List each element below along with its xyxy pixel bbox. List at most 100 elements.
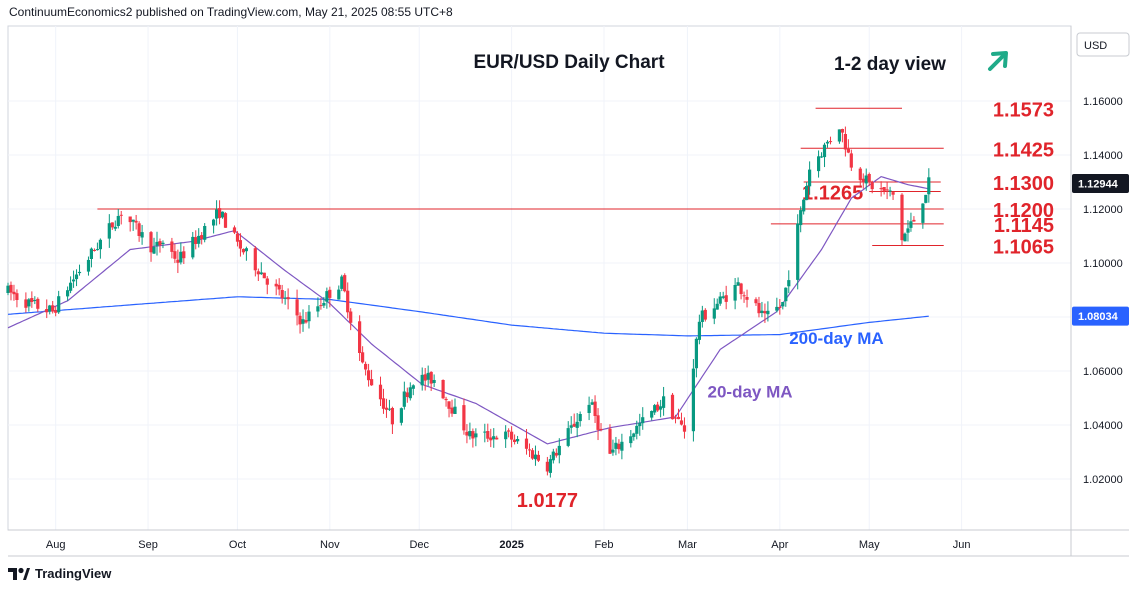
candle xyxy=(697,314,701,345)
y-tick-label: 1.02000 xyxy=(1083,474,1123,486)
candle xyxy=(504,425,508,448)
candle xyxy=(742,291,746,303)
candle xyxy=(179,242,183,265)
candle xyxy=(203,223,207,243)
tradingview-footer[interactable]: TradingView xyxy=(8,566,111,581)
candle xyxy=(843,126,847,157)
candle xyxy=(378,376,383,407)
candle xyxy=(367,363,371,387)
candle xyxy=(867,172,871,187)
candle xyxy=(566,421,570,448)
candle xyxy=(137,221,141,242)
candle xyxy=(819,152,824,158)
candle xyxy=(450,399,454,417)
candle xyxy=(682,417,687,439)
candle xyxy=(74,269,79,287)
candle xyxy=(578,411,582,427)
candle xyxy=(879,181,883,197)
candle xyxy=(161,240,165,249)
candle xyxy=(808,161,812,195)
ma20-series xyxy=(7,175,929,445)
candle xyxy=(77,264,82,276)
ma200-price-label: 1.08034 xyxy=(1078,311,1119,323)
x-tick-label: Feb xyxy=(595,539,614,551)
candle xyxy=(30,291,34,308)
candle xyxy=(912,216,916,222)
candle xyxy=(679,412,684,426)
ma20-line xyxy=(7,175,929,445)
candle xyxy=(411,384,415,396)
candle xyxy=(524,428,529,455)
support-resistance-levels: 1.1573 1.1425 1.1300 1.1265 1.12001.11451.10… xyxy=(97,99,1054,258)
candle xyxy=(596,408,600,441)
candle xyxy=(572,413,576,428)
candle xyxy=(885,181,889,200)
ma200-line xyxy=(7,296,929,337)
candle xyxy=(107,214,111,248)
candle xyxy=(370,369,374,386)
candle xyxy=(149,230,153,262)
candle xyxy=(420,367,424,391)
candle xyxy=(6,282,10,296)
candle xyxy=(659,399,663,418)
candle xyxy=(754,297,758,306)
candle xyxy=(828,136,833,145)
y-tick-label: 1.06000 xyxy=(1083,366,1123,378)
candle xyxy=(423,367,427,391)
candle xyxy=(471,428,475,448)
candle xyxy=(721,291,725,300)
candle xyxy=(805,181,809,201)
candle xyxy=(54,306,58,317)
y-tick-label: 1.10000 xyxy=(1083,258,1123,270)
tradingview-logo-icon xyxy=(8,567,30,580)
y-tick-label: 1.12000 xyxy=(1083,204,1123,216)
candle xyxy=(265,276,269,295)
candle xyxy=(72,270,76,288)
candle xyxy=(587,396,591,421)
candle xyxy=(116,208,120,229)
candle xyxy=(131,219,135,231)
tradingview-brand: TradingView xyxy=(35,566,112,581)
candle xyxy=(641,407,645,430)
candle xyxy=(358,315,362,361)
candle xyxy=(119,210,123,225)
candle xyxy=(113,220,117,232)
currency-box[interactable]: USD xyxy=(1076,32,1130,57)
candle xyxy=(325,287,329,309)
level-label: 1.1300 xyxy=(993,173,1054,195)
candle xyxy=(927,168,931,203)
candle xyxy=(545,456,549,476)
candle xyxy=(51,300,55,314)
candle xyxy=(611,439,615,456)
candle xyxy=(796,214,800,290)
candle xyxy=(551,448,555,464)
candle xyxy=(262,272,266,279)
candle xyxy=(286,288,290,310)
candle xyxy=(718,292,722,306)
chart-title: EUR/USD Daily Chart xyxy=(473,52,665,73)
candle xyxy=(533,445,538,466)
candle xyxy=(155,231,159,256)
candle xyxy=(593,395,597,424)
candle xyxy=(802,198,806,215)
candle xyxy=(483,423,487,443)
candle xyxy=(775,297,779,313)
candle xyxy=(745,289,749,308)
candle xyxy=(724,285,728,310)
candle xyxy=(134,214,138,230)
candle xyxy=(468,422,472,440)
candle xyxy=(691,359,695,442)
candle xyxy=(283,290,287,305)
candle xyxy=(301,309,305,332)
candle xyxy=(453,398,457,415)
candle xyxy=(322,296,326,308)
candle xyxy=(670,392,675,420)
candle xyxy=(474,428,478,447)
candle xyxy=(486,423,490,443)
candle xyxy=(557,438,561,464)
level-label: 1.1065 xyxy=(993,236,1054,258)
candle xyxy=(182,246,186,264)
candle xyxy=(57,290,61,314)
grid xyxy=(7,25,1072,531)
